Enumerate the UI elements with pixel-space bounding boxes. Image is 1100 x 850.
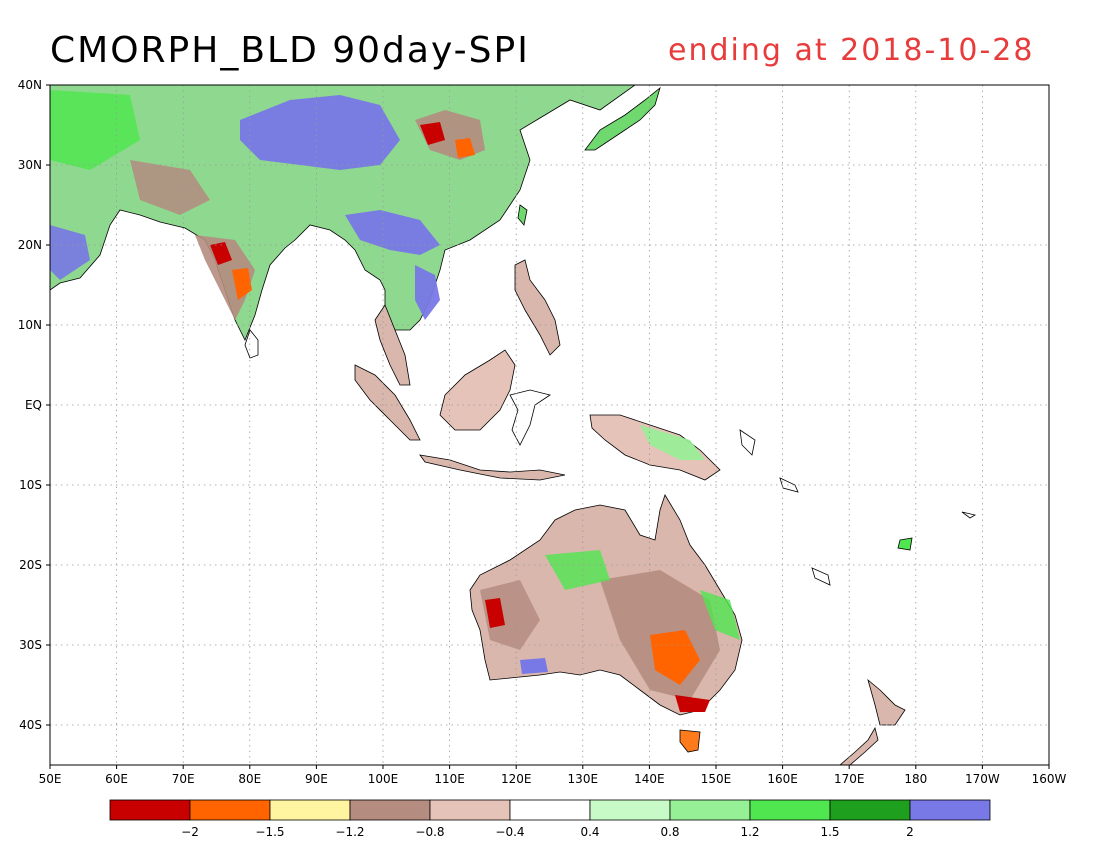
indochina-wet-patch	[345, 210, 440, 255]
longitude-labels: 50E 60E 70E 80E 90E 100E 110E 120E 130E 140E 150E 1…	[39, 765, 1067, 786]
japan	[584, 86, 661, 151]
lon-tick-label: 100E	[368, 772, 399, 786]
lon-tick-label: 110E	[434, 772, 465, 786]
new-guinea-green	[640, 425, 705, 460]
lon-tick-label: 60E	[105, 772, 128, 786]
colorbar-label: −1.2	[335, 825, 364, 839]
australia-green-2	[700, 590, 740, 640]
asia-landmass	[50, 85, 636, 341]
west-wet-patch	[50, 225, 90, 280]
australia-west-dry	[480, 580, 540, 650]
grid-lines	[50, 85, 1049, 765]
colorbar-label: 1.2	[740, 825, 759, 839]
lat-tick-label: 40S	[19, 718, 42, 732]
north-china-red-patch	[420, 122, 445, 145]
colorbar-swatch	[349, 799, 431, 821]
lon-tick-label: 160E	[767, 772, 798, 786]
sumatra	[354, 364, 421, 441]
lon-tick-label: 160W	[1032, 772, 1067, 786]
colorbar-label: 0.4	[580, 825, 599, 839]
colorbar-swatch	[509, 799, 591, 821]
india-red-patch	[210, 242, 232, 265]
new-zealand-north	[867, 678, 906, 726]
colorbar-label: −2	[181, 825, 199, 839]
lon-tick-label: 140E	[634, 772, 665, 786]
philippines	[514, 259, 561, 356]
taiwan	[517, 204, 528, 226]
pacific-islands-3	[897, 537, 913, 551]
colorbar-swatch	[429, 799, 511, 821]
lat-tick-label: EQ	[25, 398, 42, 412]
lon-tick-label: 70E	[172, 772, 195, 786]
map-frame	[49, 84, 1050, 766]
colorbar-label: −1.5	[255, 825, 284, 839]
colorbar-label: −0.8	[415, 825, 444, 839]
lon-tick-label: 130E	[568, 772, 599, 786]
colorbar-swatch	[829, 799, 911, 821]
australia-green-1	[545, 550, 610, 590]
map-subtitle: ending at 2018-10-28	[668, 33, 1035, 68]
malay-peninsula	[374, 304, 411, 386]
new-zealand-south	[839, 726, 879, 765]
pacific-islands-2	[811, 567, 831, 586]
lat-tick-label: 30N	[18, 158, 42, 172]
colorbar-label: 2	[906, 825, 914, 839]
colorbar-swatch	[589, 799, 671, 821]
latitude-labels: 40N 30N 20N 10N EQ 10S 20S 30S 40S	[18, 78, 50, 732]
australia-red-patch-2	[675, 695, 710, 712]
lon-tick-label: 120E	[501, 772, 532, 786]
lon-tick-label: 80E	[238, 772, 261, 786]
lon-tick-label: 170E	[834, 772, 865, 786]
pacific-islands-4	[961, 511, 977, 519]
china-red-patch-2	[455, 138, 475, 158]
borneo	[439, 349, 516, 431]
lon-tick-label: 50E	[39, 772, 62, 786]
lat-tick-label: 40N	[18, 78, 42, 92]
lon-tick-label: 180	[904, 772, 927, 786]
colorbar-swatch	[189, 799, 271, 821]
colorbar-swatch	[909, 799, 991, 821]
anomaly-patches	[50, 90, 740, 712]
lat-tick-label: 20N	[18, 238, 42, 252]
colorbar-swatch	[269, 799, 351, 821]
lon-tick-label: 170W	[965, 772, 1000, 786]
west-green-patch	[50, 90, 140, 170]
map-title: CMORPH_BLD 90day-SPI	[50, 30, 530, 71]
lat-tick-label: 20S	[19, 558, 42, 572]
colorbar-swatch	[669, 799, 751, 821]
colorbar-swatch	[109, 799, 191, 821]
java	[419, 454, 566, 481]
pacific-islands-1	[739, 429, 756, 456]
sulawesi	[509, 389, 551, 446]
colorbar-labels: −2 −1.5 −1.2 −0.8 −0.4 0.4 0.8 1.2 1.5 2	[181, 825, 914, 839]
tasmania	[679, 729, 701, 753]
australia-west-red	[485, 598, 505, 628]
colorbar-label: 1.5	[820, 825, 839, 839]
india-dry-patch	[195, 235, 255, 320]
tibet-wet-patch	[240, 95, 400, 170]
india-red-patch-2	[232, 268, 252, 300]
central-india-dry	[130, 160, 210, 215]
lon-tick-label: 90E	[305, 772, 328, 786]
vietnam-wet-patch	[415, 265, 440, 320]
lat-tick-label: 10S	[19, 478, 42, 492]
colorbar-label: 0.8	[660, 825, 679, 839]
lon-tick-label: 150E	[701, 772, 732, 786]
australia-red-patch	[650, 630, 700, 685]
sri-lanka	[244, 329, 259, 359]
colorbar-swatch	[749, 799, 831, 821]
lat-tick-label: 10N	[18, 318, 42, 332]
australia-sw-wet	[520, 658, 548, 674]
colorbar	[109, 799, 991, 821]
colorbar-label: −0.4	[495, 825, 524, 839]
lat-tick-label: 30S	[19, 638, 42, 652]
